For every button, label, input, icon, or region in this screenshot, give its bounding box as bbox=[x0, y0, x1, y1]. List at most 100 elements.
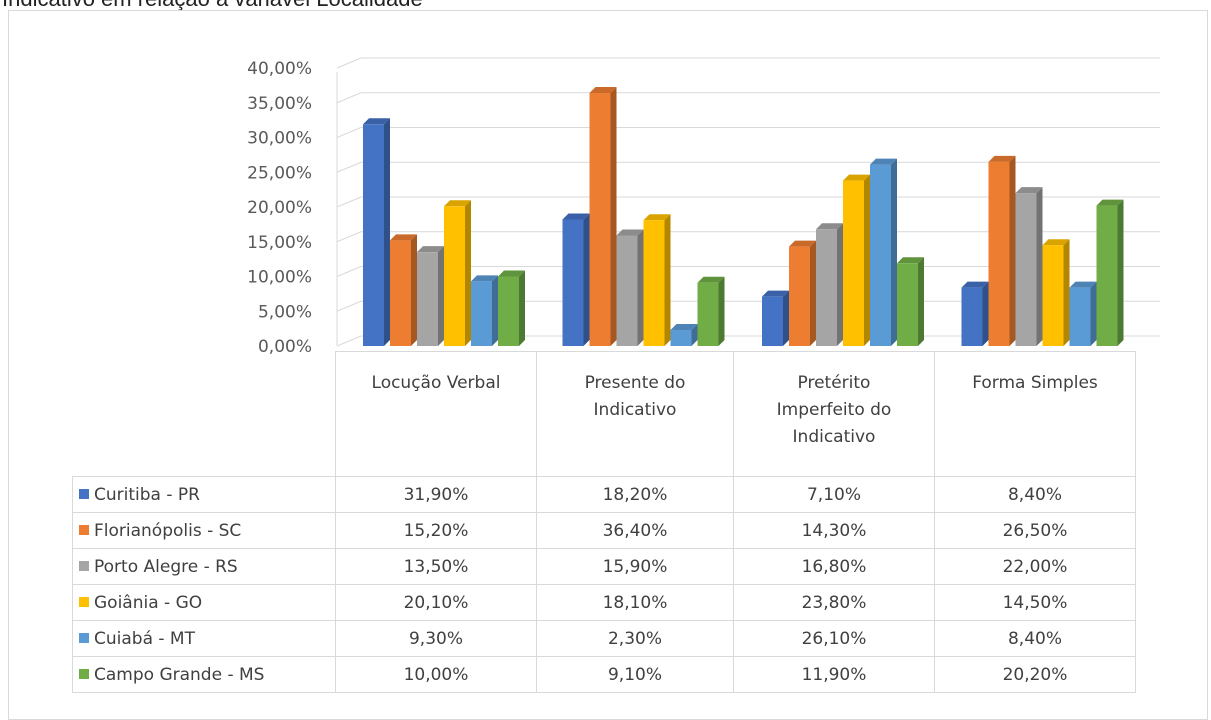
bar-top bbox=[471, 275, 498, 282]
legend-swatch bbox=[79, 488, 89, 499]
bar-top bbox=[697, 276, 725, 283]
bar bbox=[697, 282, 719, 346]
legend-swatch bbox=[79, 596, 89, 607]
category-label-line: Indicativo bbox=[792, 427, 876, 447]
bar bbox=[988, 161, 1010, 346]
legend-swatch bbox=[79, 632, 89, 643]
bar bbox=[589, 93, 611, 347]
bar-side bbox=[384, 118, 390, 346]
bar-side bbox=[891, 158, 897, 346]
table-header-row: Locução Verbal Presente do Indicativo Preté… bbox=[72, 351, 1136, 477]
bar-side bbox=[610, 87, 617, 347]
data-label: 9,10% bbox=[536, 656, 734, 693]
bar-side bbox=[637, 229, 644, 346]
table-row: Goiânia - GO 20,10% 18,10% 23,80% 14,50% bbox=[72, 584, 1136, 621]
bar bbox=[843, 180, 864, 346]
bar-top bbox=[444, 200, 471, 207]
bar-top bbox=[562, 213, 590, 220]
bar-side bbox=[411, 234, 417, 346]
bar bbox=[762, 296, 783, 346]
data-label: 18,20% bbox=[536, 476, 734, 513]
bar bbox=[363, 124, 384, 346]
bar-top bbox=[988, 155, 1016, 162]
series-label: Porto Alegre - RS bbox=[72, 548, 336, 585]
bar-side bbox=[718, 276, 725, 346]
data-label: 14,50% bbox=[934, 584, 1136, 621]
data-label: 10,00% bbox=[335, 656, 537, 693]
y-tick-label: 40,00% bbox=[247, 59, 312, 79]
data-label: 31,90% bbox=[335, 476, 537, 513]
legend-swatch bbox=[79, 524, 89, 535]
table-row: Porto Alegre - RS 13,50% 15,90% 16,80% 22,00… bbox=[72, 548, 1136, 585]
bar-top bbox=[616, 229, 644, 236]
gridline-side bbox=[336, 127, 362, 138]
bar-side bbox=[583, 213, 590, 346]
bar-side bbox=[783, 290, 789, 346]
data-label: 14,30% bbox=[733, 512, 935, 549]
gridline-side bbox=[336, 92, 362, 104]
bar-side bbox=[810, 240, 816, 346]
gridline-side bbox=[336, 335, 362, 347]
category-label-line: Locução Verbal bbox=[371, 373, 501, 393]
bar-top bbox=[670, 324, 698, 331]
bar bbox=[1042, 245, 1064, 346]
bar bbox=[471, 281, 492, 346]
table-corner bbox=[72, 351, 336, 477]
data-label: 20,20% bbox=[934, 656, 1136, 693]
bar-side bbox=[1063, 239, 1070, 346]
bar-top bbox=[643, 214, 671, 221]
data-label: 16,80% bbox=[733, 548, 935, 585]
bar-side bbox=[519, 270, 525, 346]
gridline-side bbox=[336, 161, 362, 173]
data-label: 20,10% bbox=[335, 584, 537, 621]
bar-side bbox=[438, 246, 444, 346]
bar-side bbox=[492, 275, 498, 346]
bar-side bbox=[1009, 155, 1016, 346]
bar-top bbox=[363, 118, 390, 125]
category-label: Presente do Indicativo bbox=[536, 351, 734, 477]
gridline-side bbox=[336, 196, 362, 208]
bar-side bbox=[664, 214, 671, 346]
bar-side bbox=[837, 223, 843, 346]
bar-side bbox=[864, 174, 870, 346]
bar bbox=[670, 330, 692, 346]
bar bbox=[1015, 193, 1037, 346]
bar-side bbox=[918, 257, 924, 346]
category-label-line: Indicativo bbox=[593, 400, 677, 420]
legend-swatch bbox=[79, 560, 89, 571]
data-label: 26,50% bbox=[934, 512, 1136, 549]
table-row: Cuiabá - MT 9,30% 2,30% 26,10% 8,40% bbox=[72, 620, 1136, 657]
chart-title: Indicativo em relação à variável Localid… bbox=[2, 0, 423, 12]
bar bbox=[870, 164, 891, 346]
table-row: Curitiba - PR 31,90% 18,20% 7,10% 8,40% bbox=[72, 476, 1136, 513]
bar-top bbox=[789, 240, 816, 247]
bar-top bbox=[961, 281, 989, 288]
bar bbox=[961, 287, 983, 346]
table-row: Florianópolis - SC 15,20% 36,40% 14,30% 26,5… bbox=[72, 512, 1136, 549]
bar-top bbox=[762, 290, 789, 297]
y-tick-label: 35,00% bbox=[247, 94, 312, 114]
data-label: 22,00% bbox=[934, 548, 1136, 585]
series-label: Goiânia - GO bbox=[72, 584, 336, 621]
bar-top bbox=[498, 270, 525, 277]
category-label: Forma Simples bbox=[934, 351, 1136, 477]
bar-top bbox=[390, 234, 417, 241]
bar bbox=[1096, 205, 1118, 346]
bar-top bbox=[843, 174, 870, 181]
bar-top bbox=[897, 257, 924, 264]
y-tick-label: 25,00% bbox=[247, 163, 312, 183]
data-label: 11,90% bbox=[733, 656, 935, 693]
category-label-line: Presente do bbox=[584, 373, 686, 393]
gridline-side bbox=[336, 300, 362, 312]
data-table: Locução Verbal Presente do Indicativo Preté… bbox=[72, 351, 1136, 693]
category-label: Locução Verbal bbox=[335, 351, 537, 477]
category-label: Pretérito Imperfeito do Indicativo bbox=[733, 351, 935, 477]
bar bbox=[816, 229, 837, 346]
gridline-side bbox=[336, 57, 362, 69]
series-label: Florianópolis - SC bbox=[72, 512, 336, 549]
bar bbox=[789, 246, 810, 346]
gridline-side bbox=[336, 231, 362, 243]
data-label: 18,10% bbox=[536, 584, 734, 621]
bar-side bbox=[465, 200, 471, 346]
category-label-line: Forma Simples bbox=[972, 373, 1098, 393]
